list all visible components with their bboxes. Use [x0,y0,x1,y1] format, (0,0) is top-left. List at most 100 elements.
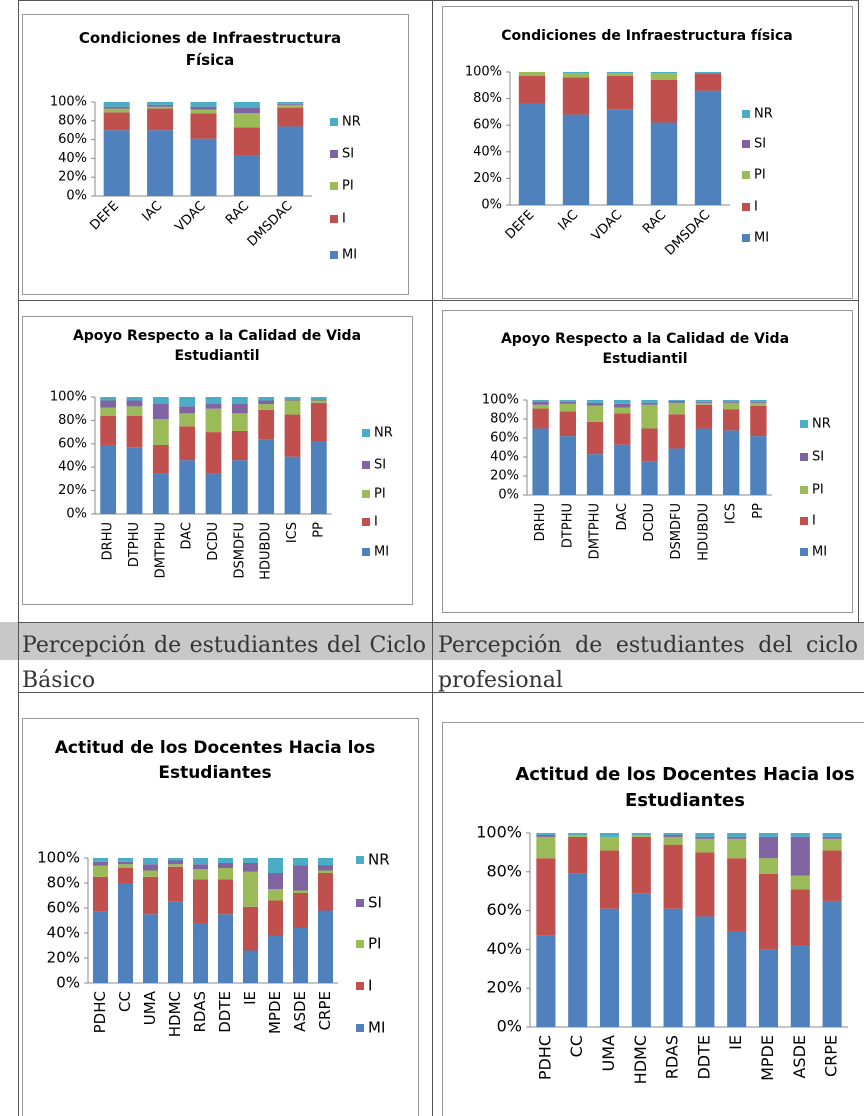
y-tick-label: 40% [58,460,87,475]
bar-segment [641,402,658,405]
bar-segment [100,397,117,401]
bar-segment [568,836,588,874]
bar-segment [103,102,130,107]
legend-label: MI [754,231,769,246]
bar-segment [103,108,130,113]
bar-segment [694,72,722,74]
legend-swatch [800,486,808,494]
bar-segment [318,873,333,911]
bar-segment [152,397,169,405]
bar-segment [233,155,260,196]
x-tick-label: DSMDFU [232,522,247,578]
bar-segment [536,834,556,837]
x-tick-label: IAC [140,199,166,225]
bar-segment [118,868,133,883]
legend-swatch [362,548,370,556]
bar-segment [277,126,304,196]
bar-segment [536,935,556,1027]
bar-segment [663,908,683,1027]
chart-title: Apoyo Respecto a la Calidad de Vida Estu… [72,328,362,365]
bar-segment [147,104,174,107]
bar-segment [152,404,169,420]
x-tick-label: DEFE [503,208,538,243]
bar-segment [147,108,174,131]
bar-segment [103,112,130,131]
legend-label: SI [342,147,354,162]
bar-segment [168,901,183,983]
bar-segment [218,863,233,868]
y-tick-label: 80% [58,413,87,428]
bar-segment [668,402,685,415]
x-tick-label: DMTPHU [588,503,603,559]
y-tick-label: 100% [465,65,502,80]
x-tick-label: CC [116,991,134,1012]
legend-swatch [362,518,370,526]
y-tick-label: 80% [58,113,87,128]
bar-segment [284,456,301,514]
bar-segment [93,911,108,983]
x-tick-label: HDMC [166,991,184,1037]
bar-segment [695,916,715,1027]
bar-segment [790,945,810,1027]
bar-segment [318,870,333,873]
bar-segment [100,400,117,408]
bar-segment [586,402,604,406]
bar-segment [694,73,722,91]
bar-segment [758,858,779,874]
x-tick-label: CRPE [316,991,334,1030]
y-tick-label: 40% [473,144,502,159]
bar-segment [650,72,678,74]
bar-segment [243,871,258,907]
legend-swatch [362,490,370,498]
bar-segment [536,858,556,936]
bar-segment [103,130,130,196]
x-tick-label: DTPHU [127,522,142,567]
legend-label: PI [342,179,354,194]
y-tick-label: 100% [37,849,80,867]
bar-segment [727,836,747,839]
bar-segment [750,405,767,437]
legend-label: SI [754,137,766,152]
bar-segment [695,838,715,853]
legend-label: PI [812,483,824,498]
bar-segment [268,935,283,983]
bar-segment [599,850,620,909]
y-tick-label: 0% [497,1017,522,1036]
bar-segment [790,889,810,946]
bar-segment [318,858,333,866]
x-tick-label: DMSDAC [245,199,296,250]
bar-segment [284,397,301,400]
bar-segment [143,876,158,915]
x-tick-label: ICS [724,503,739,524]
y-tick-label: 20% [473,171,502,186]
bar-segment [190,113,217,139]
bar-segment [641,404,658,429]
x-tick-label: MPDE [266,991,284,1034]
bar-segment [193,864,208,870]
y-tick-label: 100% [482,393,519,408]
bar-segment [243,863,258,872]
bar-segment [758,873,779,950]
bar-segment [293,890,308,893]
bar-segment [152,444,169,474]
bar-segment [190,106,217,110]
bar-segment [562,73,590,78]
bar-segment [284,400,301,415]
bar-segment [205,408,222,433]
bar-segment [586,400,604,403]
x-tick-label: RAC [640,208,669,237]
x-tick-label: DAC [615,503,630,531]
bar-segment [532,408,549,429]
bar-segment [518,72,546,76]
legend-label: I [342,212,346,227]
x-tick-label: PP [751,503,766,519]
bar-segment [695,404,713,429]
x-tick-label: PDHC [535,1035,554,1080]
bar-segment [190,109,217,114]
bar-segment [727,833,747,837]
bar-segment [614,407,631,414]
legend-swatch [330,150,338,158]
bar-segment [310,441,327,514]
bar-segment [268,873,283,890]
bar-segment [218,868,233,880]
